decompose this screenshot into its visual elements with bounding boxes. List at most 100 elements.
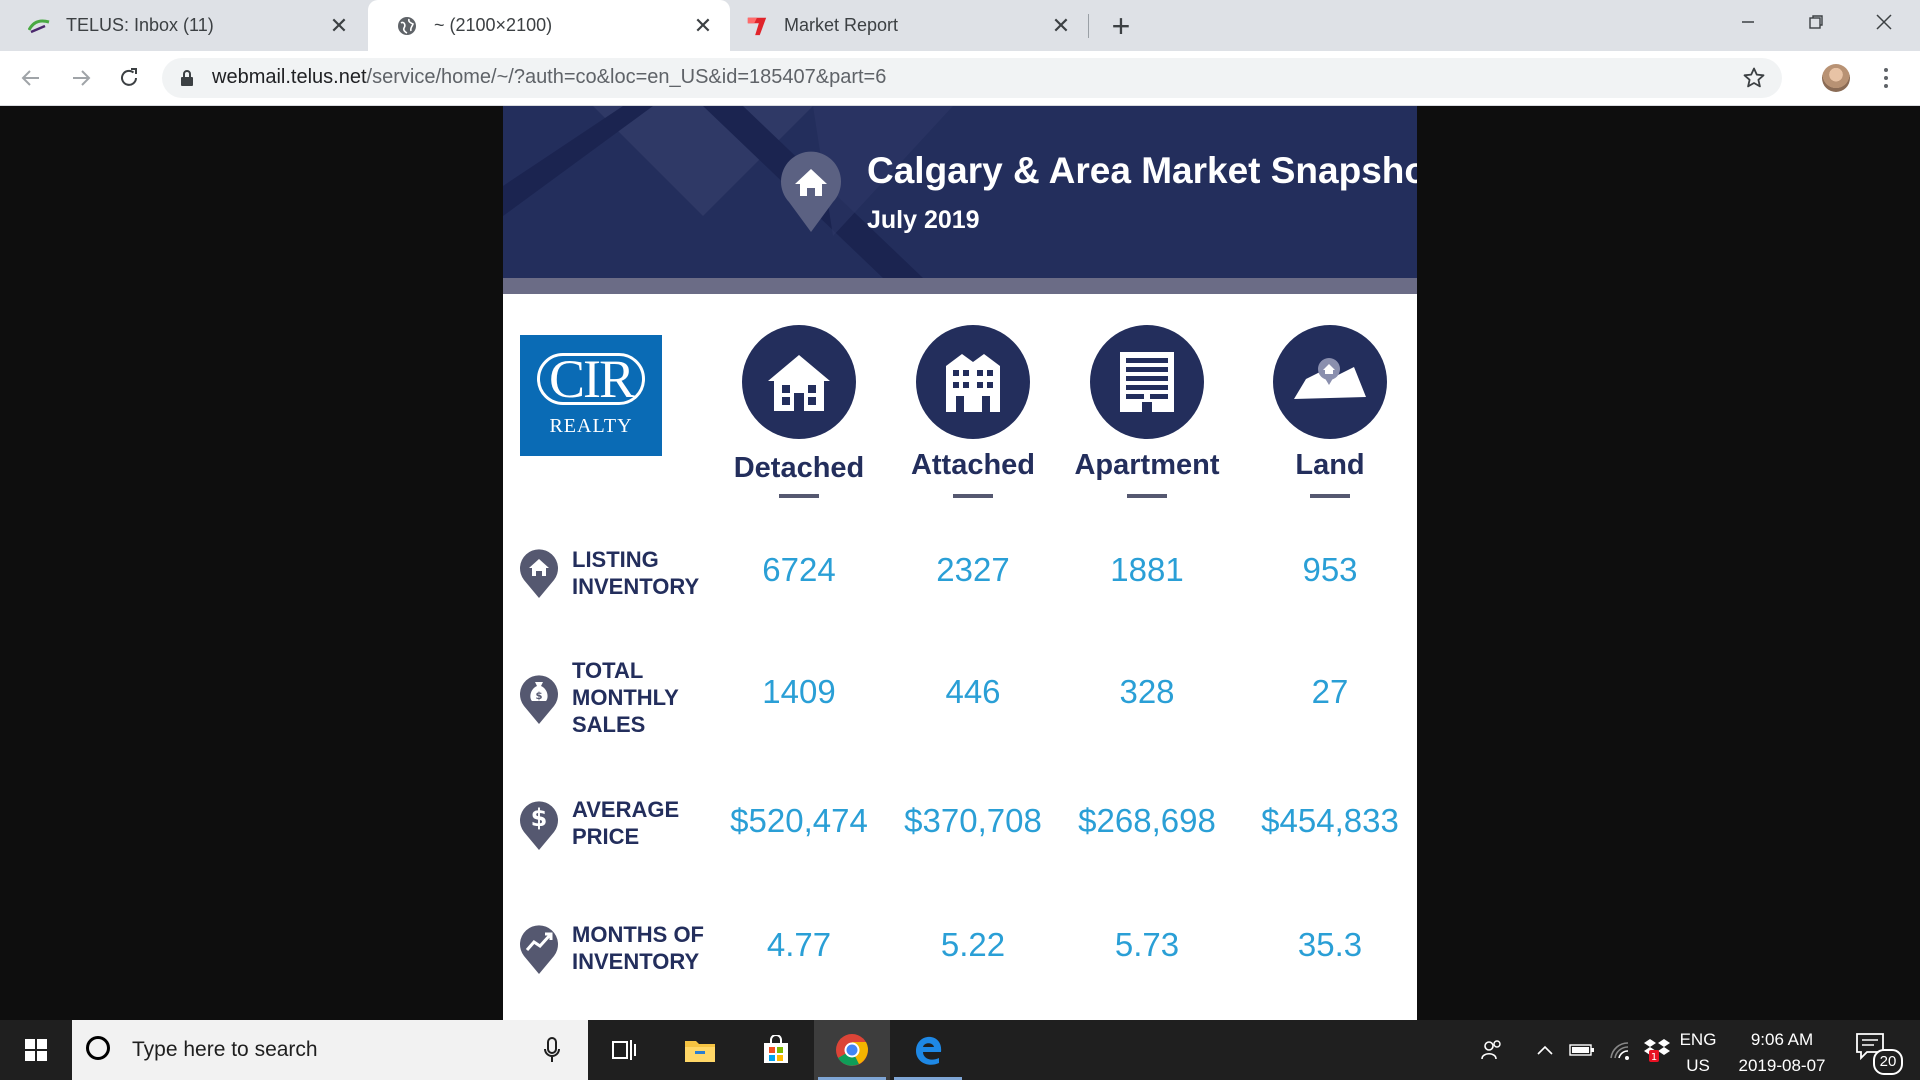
tab-title: ~ (2100×2100) <box>434 15 553 35</box>
logo-text: CIR <box>548 349 635 409</box>
house-pin-icon <box>520 549 558 598</box>
column-underline <box>953 494 993 498</box>
svg-text:1: 1 <box>1651 1052 1657 1063</box>
tab-separator <box>1088 14 1089 38</box>
tab-image[interactable]: ~ (2100×2100) ✕ <box>368 0 730 51</box>
clock-date: 2019-08-07 <box>1738 1056 1826 1075</box>
show-hidden-icons-button[interactable] <box>1530 1020 1560 1080</box>
dollar-pin-icon: $ <box>520 801 558 850</box>
page-viewport: Calgary & Area Market Snapshot July 2019… <box>0 106 1920 1020</box>
network-button[interactable] <box>1604 1020 1636 1080</box>
chrome-icon <box>836 1034 868 1066</box>
close-tab-icon[interactable]: ✕ <box>693 12 713 38</box>
value-price-detached: $520,474 <box>730 802 868 839</box>
edge-icon <box>916 1036 942 1065</box>
tab-title: Market Report <box>784 15 899 35</box>
svg-text:$: $ <box>531 804 548 832</box>
store-bag-icon <box>764 1035 788 1063</box>
report-banner: Calgary & Area Market Snapshot July 2019 <box>503 106 1417 278</box>
browser-menu-button[interactable] <box>1876 64 1896 92</box>
input-language-indicator[interactable]: ENG US <box>1679 1030 1717 1075</box>
battery-button[interactable] <box>1566 1020 1598 1080</box>
value-price-attached: $370,708 <box>904 802 1042 839</box>
value-listing-land: 953 <box>1302 551 1358 588</box>
value-sales-detached: 1409 <box>762 673 836 710</box>
apartment-icon <box>1090 325 1204 439</box>
banner-strip <box>503 278 1417 294</box>
telus-icon <box>28 15 50 37</box>
dropbox-icon: 1 <box>1644 1039 1670 1063</box>
clock-time: 9:06 AM <box>1750 1030 1814 1049</box>
forward-button[interactable] <box>64 61 98 95</box>
taskbar: Type here to search 1 ENG US 9:06 AM 201 <box>0 1020 1920 1080</box>
value-sales-apartment: 328 <box>1119 673 1175 710</box>
file-explorer-button[interactable] <box>662 1020 738 1080</box>
task-view-icon <box>612 1040 636 1060</box>
new-tab-button[interactable]: + <box>1111 7 1131 44</box>
banner-decoration <box>503 106 953 278</box>
chrome-taskbar-button[interactable] <box>814 1020 890 1080</box>
battery-icon <box>1569 1044 1594 1056</box>
restore-button[interactable] <box>1782 0 1850 44</box>
house-icon <box>742 325 856 439</box>
column-underline <box>1310 494 1350 498</box>
edge-taskbar-button[interactable] <box>890 1020 966 1080</box>
column-underline <box>779 494 819 498</box>
back-button[interactable] <box>14 61 48 95</box>
logo-ring <box>537 353 645 405</box>
report-subtitle: July 2019 <box>867 206 980 234</box>
row-label-listing-inventory: LISTING INVENTORY <box>572 547 700 599</box>
column-underline <box>1127 494 1167 498</box>
address-bar[interactable]: webmail.telus.net/service/home/~/?auth=c… <box>162 58 1782 98</box>
reload-button[interactable] <box>112 61 146 95</box>
value-months-detached: 4.77 <box>766 926 832 963</box>
tab-strip: TELUS: Inbox (11) ✕ ~ (2100×2100) ✕ Mark… <box>0 0 1920 51</box>
value-listing-apartment: 1881 <box>1110 551 1184 588</box>
notification-count-badge: 20 <box>1873 1049 1903 1075</box>
market-report-image: Calgary & Area Market Snapshot July 2019… <box>503 106 1417 1020</box>
value-listing-attached: 2327 <box>936 551 1010 588</box>
search-placeholder: Type here to search <box>132 1038 318 1061</box>
notification-icon <box>1856 1033 1884 1061</box>
column-label-apartment: Apartment <box>1074 449 1220 481</box>
land-icon <box>1273 325 1387 439</box>
value-price-land: $454,833 <box>1261 802 1399 839</box>
row-label-total-monthly-sales: TOTAL MONTHLY SALES <box>572 658 679 737</box>
tab-telus-inbox[interactable]: TELUS: Inbox (11) ✕ <box>0 0 366 51</box>
row-label-average-price: AVERAGE PRICE <box>572 797 680 849</box>
value-months-land: 35.3 <box>1297 926 1363 963</box>
globe-icon <box>396 15 418 37</box>
windows-icon <box>25 1039 47 1061</box>
dropbox-button[interactable]: 1 <box>1640 1020 1674 1080</box>
microphone-icon[interactable] <box>544 1037 560 1068</box>
running-indicator <box>894 1077 962 1080</box>
close-tab-icon[interactable]: ✕ <box>329 12 349 38</box>
tab-market-report[interactable]: Market Report ✕ <box>732 0 1088 51</box>
value-months-attached: 5.22 <box>940 926 1006 963</box>
column-label-detached: Detached <box>733 452 865 484</box>
cortana-icon <box>86 1036 110 1060</box>
money-bag-pin-icon: $ <box>520 675 558 724</box>
chevron-up-icon <box>1537 1045 1553 1055</box>
logo-subtext: REALTY <box>549 415 633 437</box>
house-pin-icon <box>781 151 841 232</box>
minimize-button[interactable] <box>1714 0 1782 44</box>
taskbar-clock[interactable]: 9:06 AM 2019-08-07 <box>1724 1027 1840 1079</box>
start-button[interactable] <box>0 1020 72 1080</box>
column-label-land: Land <box>1295 449 1365 481</box>
close-window-button[interactable] <box>1850 0 1918 44</box>
report-title: Calgary & Area Market Snapshot <box>867 150 1417 191</box>
bookmark-star-icon[interactable] <box>1742 66 1766 95</box>
people-icon <box>1481 1040 1501 1060</box>
microsoft-store-button[interactable] <box>738 1020 814 1080</box>
lock-icon <box>180 69 194 92</box>
column-label-attached: Attached <box>910 449 1036 481</box>
taskbar-search-box[interactable]: Type here to search <box>72 1020 588 1080</box>
action-center-button[interactable]: 20 <box>1855 1032 1903 1075</box>
townhouse-icon <box>916 325 1030 439</box>
people-button[interactable] <box>1474 1020 1510 1080</box>
profile-avatar[interactable] <box>1822 64 1850 92</box>
wifi-icon <box>1610 1042 1629 1060</box>
task-view-button[interactable] <box>586 1020 662 1080</box>
close-tab-icon[interactable]: ✕ <box>1051 12 1071 38</box>
